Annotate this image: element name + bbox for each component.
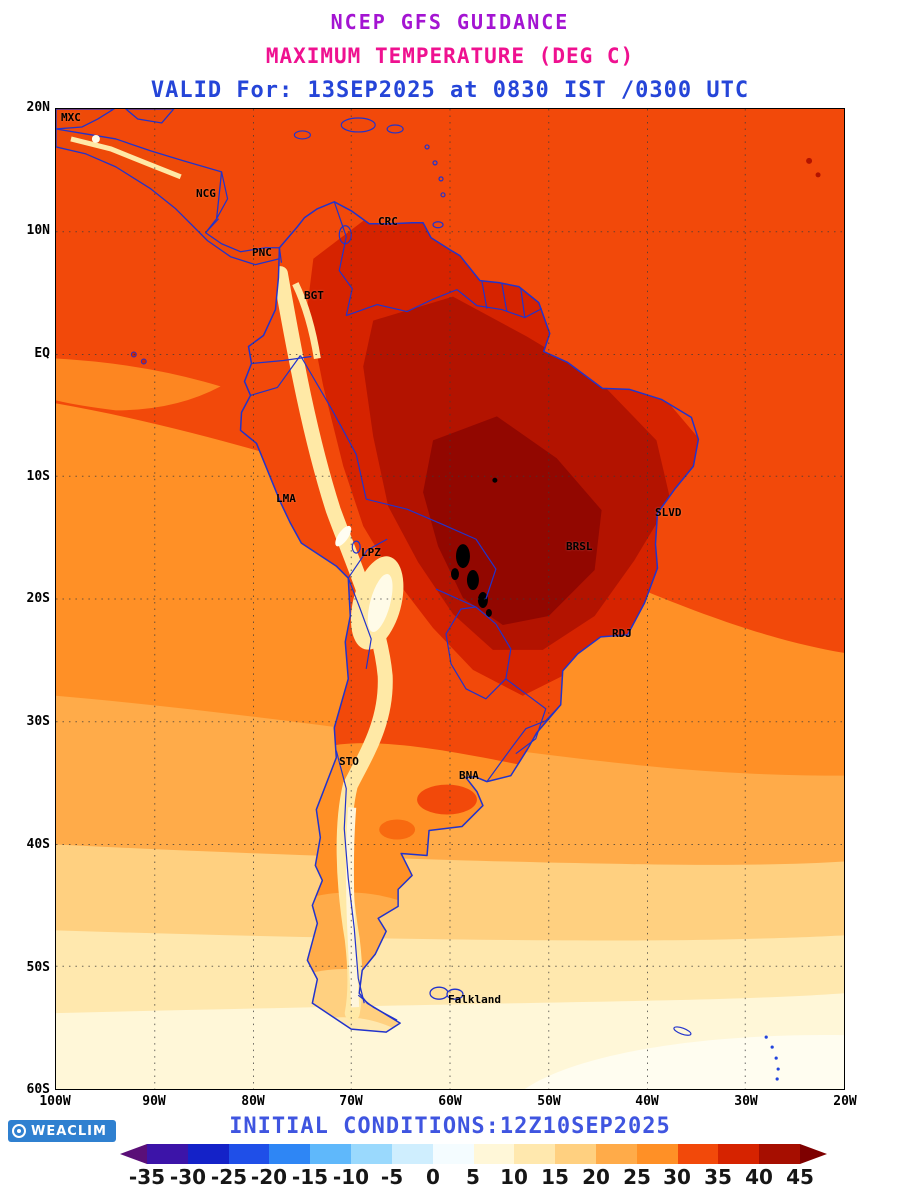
temperature-colorbar xyxy=(120,1144,827,1164)
colorbar-segment xyxy=(310,1144,352,1164)
weaclim-logo-text: WEACLIM xyxy=(31,1123,107,1139)
page-title: NCEP GFS GUIDANCE xyxy=(330,10,570,34)
islands xyxy=(130,117,780,1081)
weaclim-logo-badge: WEACLIM xyxy=(8,1120,116,1142)
colorbar-right-arrow xyxy=(800,1144,827,1164)
valid-time-line: VALID For: 13SEP2025 at 0830 IST /0300 U… xyxy=(150,78,750,103)
lat-tick-eq: EQ xyxy=(34,346,50,361)
colorbar-segment xyxy=(228,1144,270,1164)
place-label-bna: BNA xyxy=(459,769,479,782)
lon-tick-60w: 60W xyxy=(438,1094,462,1109)
colorbar-tick: 25 xyxy=(623,1165,651,1189)
lat-tick-50s: 50S xyxy=(26,960,50,975)
colorbar-segment xyxy=(718,1144,760,1164)
colorbar-segment xyxy=(636,1144,678,1164)
south-america-temperature-map xyxy=(56,109,844,1089)
colorbar-tick: 40 xyxy=(745,1165,773,1189)
lat-tick-20s: 20S xyxy=(26,591,50,606)
place-label-mxc: MXC xyxy=(61,111,81,124)
colorbar-tick: -35 xyxy=(128,1165,166,1189)
colorbar-segment xyxy=(555,1144,596,1164)
lon-tick-30w: 30W xyxy=(734,1094,758,1109)
subtitle-parameter: MAXIMUM TEMPERATURE (DEG C) xyxy=(265,44,635,68)
colorbar-tick: 30 xyxy=(663,1165,691,1189)
colorbar-tick: -20 xyxy=(250,1165,288,1189)
colorbar-tick: 5 xyxy=(466,1165,480,1189)
place-label-pnc: PNC xyxy=(252,246,272,259)
initial-conditions-line: INITIAL CONDITIONS:12Z10SEP2025 xyxy=(229,1114,671,1139)
colorbar-segment xyxy=(269,1144,311,1164)
graticule-gridlines xyxy=(56,109,844,1089)
place-label-falkland: Falkland xyxy=(448,993,501,1006)
colorbar-tick: -5 xyxy=(380,1165,404,1189)
place-label-rdj: RDJ xyxy=(612,627,632,640)
weaclim-logo-icon xyxy=(12,1124,26,1138)
colorbar-tick: -25 xyxy=(210,1165,248,1189)
place-label-brsl: BRSL xyxy=(566,540,593,553)
colorbar-tick: 35 xyxy=(704,1165,732,1189)
colorbar-segment xyxy=(432,1144,474,1164)
lat-tick-30s: 30S xyxy=(26,714,50,729)
map-plot-area: MXC NCG CRC PNC BGT LMA LPZ SLVD BRSL RD… xyxy=(55,108,845,1090)
lat-tick-20n: 20N xyxy=(26,100,50,115)
colorbar-segment xyxy=(187,1144,229,1164)
colorbar-tick: 10 xyxy=(500,1165,528,1189)
lon-tick-40w: 40W xyxy=(635,1094,659,1109)
colorbar-tick: -10 xyxy=(332,1165,370,1189)
place-label-slvd: SLVD xyxy=(655,506,682,519)
colorbar-segment xyxy=(677,1144,719,1164)
country-borders xyxy=(205,171,562,1021)
colorbar-segment xyxy=(351,1144,392,1164)
place-label-bgt: BGT xyxy=(304,289,324,302)
place-label-sto: STO xyxy=(339,755,359,768)
place-label-lma: LMA xyxy=(276,492,296,505)
lon-tick-80w: 80W xyxy=(241,1094,265,1109)
place-label-lpz: LPZ xyxy=(361,546,381,559)
colorbar-tick: 20 xyxy=(582,1165,610,1189)
colorbar-segment xyxy=(759,1144,800,1164)
colorbar-tick: -30 xyxy=(169,1165,207,1189)
colorbar-left-arrow xyxy=(120,1144,147,1164)
lon-tick-100w: 100W xyxy=(39,1094,71,1109)
colorbar-tick: 0 xyxy=(426,1165,440,1189)
colorbar-tick: -15 xyxy=(291,1165,329,1189)
lon-tick-90w: 90W xyxy=(142,1094,166,1109)
lon-tick-20w: 20W xyxy=(833,1094,857,1109)
colorbar-segment xyxy=(514,1144,556,1164)
lat-tick-10s: 10S xyxy=(26,469,50,484)
colorbar-segment xyxy=(391,1144,433,1164)
colorbar-tick: 45 xyxy=(786,1165,814,1189)
colorbar-segment xyxy=(473,1144,515,1164)
place-label-ncg: NCG xyxy=(196,187,216,200)
lon-tick-50w: 50W xyxy=(537,1094,561,1109)
lat-tick-40s: 40S xyxy=(26,837,50,852)
place-label-crc: CRC xyxy=(378,215,398,228)
colorbar-tick: 15 xyxy=(541,1165,569,1189)
lat-tick-60s: 60S xyxy=(26,1082,50,1097)
colorbar-segment xyxy=(147,1144,188,1164)
lat-tick-10n: 10N xyxy=(26,223,50,238)
colorbar-strip xyxy=(147,1144,800,1164)
lon-tick-70w: 70W xyxy=(339,1094,363,1109)
colorbar-segment xyxy=(595,1144,637,1164)
